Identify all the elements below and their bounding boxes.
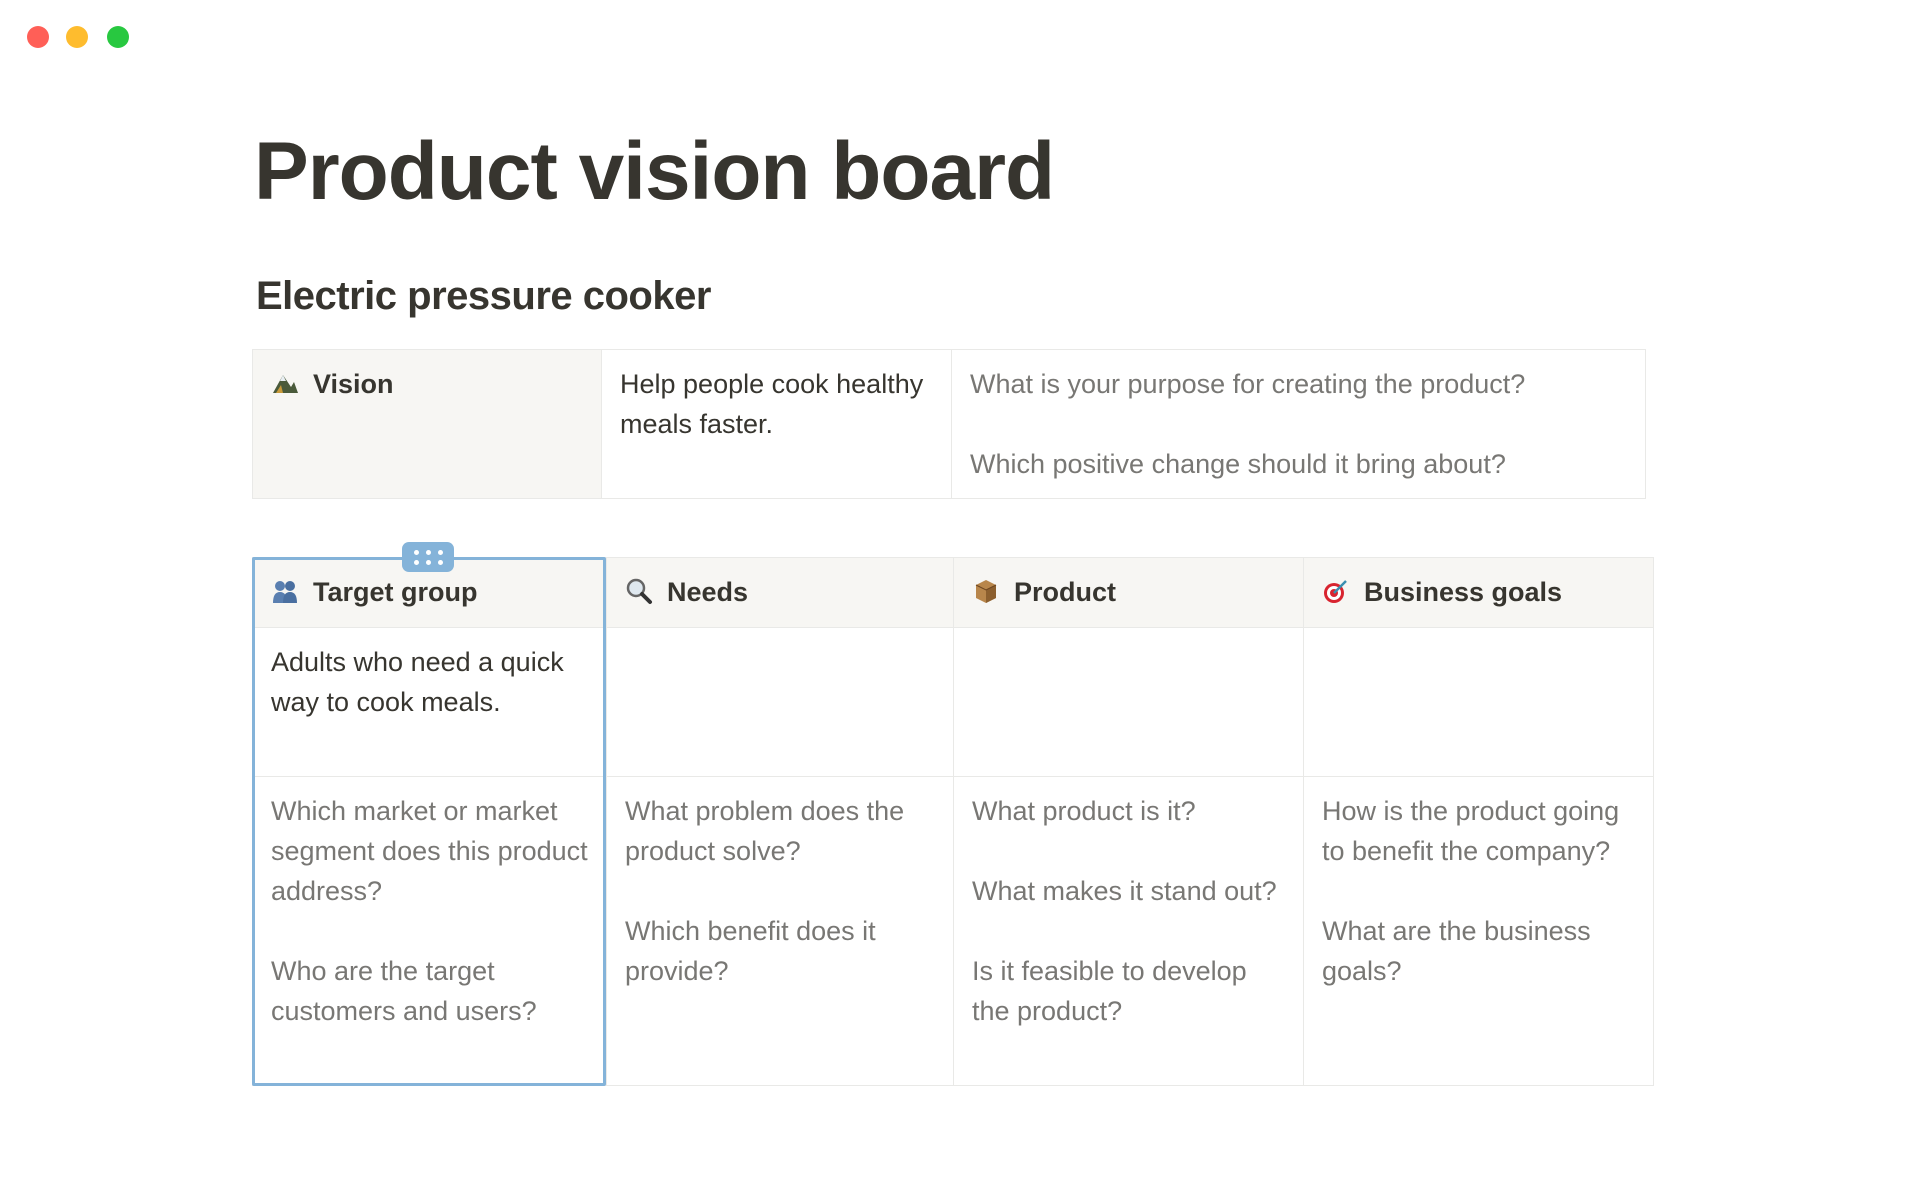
target-icon	[1324, 580, 1347, 603]
magnifier-icon	[626, 578, 652, 604]
prompt: What are the business goals?	[1322, 916, 1591, 986]
close-window-button[interactable]	[27, 26, 49, 48]
prompts-cell-business-goals[interactable]: How is the product going to benefit the …	[1303, 776, 1654, 1086]
header-label: Target group	[313, 577, 478, 607]
table-row: Adults who need a quick way to cook meal…	[252, 627, 1654, 777]
vision-label: Vision	[313, 369, 394, 399]
prompt: Is it feasible to develop the product?	[972, 956, 1247, 1026]
header-label: Business goals	[1364, 577, 1563, 607]
cell-value: Adults who need a quick way to cook meal…	[271, 647, 564, 717]
prompt: Who are the target customers and users?	[271, 956, 537, 1026]
table-row: Which market or market segment does this…	[252, 776, 1654, 1086]
value-cell-product[interactable]	[953, 627, 1304, 777]
header-business-goals[interactable]: Business goals	[1303, 557, 1654, 628]
value-cell-business-goals[interactable]	[1303, 627, 1654, 777]
column-drag-handle[interactable]	[402, 542, 454, 572]
prompt: Which benefit does it provide?	[625, 916, 876, 986]
vision-value-cell[interactable]: Help people cook healthy meals faster.	[601, 349, 952, 499]
mountain-icon	[273, 375, 298, 393]
prompt: What makes it stand out?	[972, 876, 1277, 906]
header-label: Needs	[667, 577, 749, 607]
table-header-row: Target group Needs Product Business goal…	[252, 557, 1654, 628]
value-cell-target-group[interactable]: Adults who need a quick way to cook meal…	[252, 627, 607, 777]
prompt: How is the product going to benefit the …	[1322, 796, 1620, 866]
vision-label-cell[interactable]: Vision	[252, 349, 602, 499]
vision-value: Help people cook healthy meals faster.	[620, 369, 924, 439]
header-needs[interactable]: Needs	[606, 557, 954, 628]
package-icon	[975, 580, 997, 603]
vision-table: Vision Help people cook healthy meals fa…	[252, 349, 1646, 499]
prompts-cell-target-group[interactable]: Which market or market segment does this…	[252, 776, 607, 1086]
table-row: Vision Help people cook healthy meals fa…	[252, 349, 1646, 499]
vision-prompts-cell[interactable]: What is your purpose for creating the pr…	[951, 349, 1646, 499]
prompts-cell-needs[interactable]: What problem does the product solve? Whi…	[606, 776, 954, 1086]
minimize-window-button[interactable]	[66, 26, 88, 48]
header-product[interactable]: Product	[953, 557, 1304, 628]
page-title[interactable]: Product vision board	[254, 126, 1055, 217]
page-subtitle[interactable]: Electric pressure cooker	[256, 274, 711, 318]
prompt: What product is it?	[972, 796, 1196, 826]
vision-prompt: Which positive change should it bring ab…	[970, 449, 1506, 479]
maximize-window-button[interactable]	[107, 26, 129, 48]
board-table: Target group Needs Product Business goal…	[252, 557, 1654, 1086]
prompt: Which market or market segment does this…	[271, 796, 588, 906]
vision-prompt: What is your purpose for creating the pr…	[970, 369, 1526, 399]
prompts-cell-product[interactable]: What product is it? What makes it stand …	[953, 776, 1304, 1086]
people-icon	[273, 581, 297, 603]
prompt: What problem does the product solve?	[625, 796, 905, 866]
value-cell-needs[interactable]	[606, 627, 954, 777]
header-label: Product	[1014, 577, 1117, 607]
